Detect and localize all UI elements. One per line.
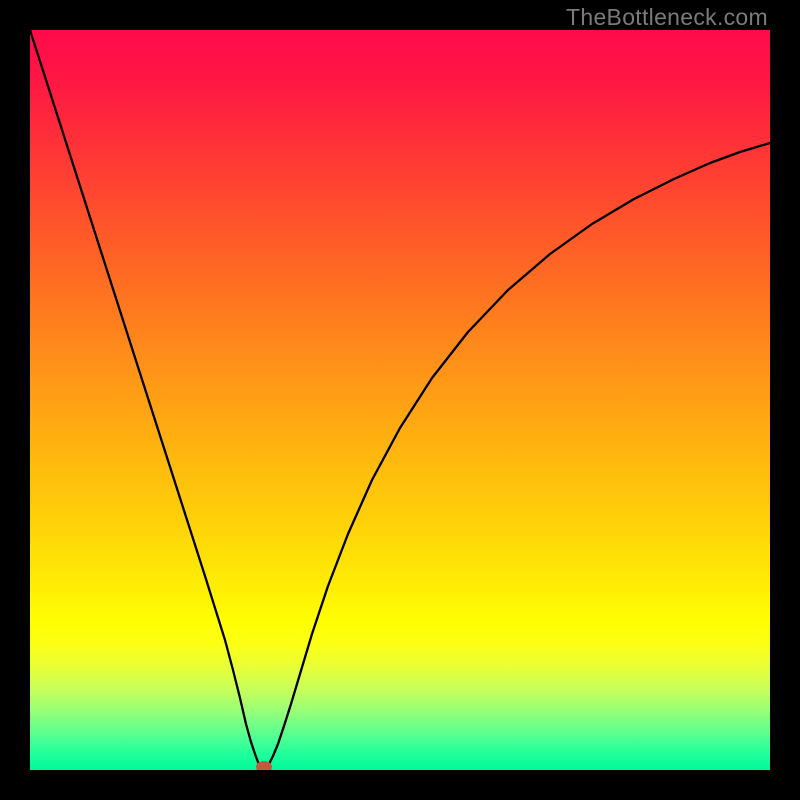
watermark-text: TheBottleneck.com bbox=[566, 4, 768, 31]
gradient-background bbox=[30, 30, 770, 770]
chart-frame: TheBottleneck.com bbox=[0, 0, 800, 800]
bottleneck-curve-chart bbox=[30, 30, 770, 770]
chart-plot-area bbox=[30, 30, 770, 770]
